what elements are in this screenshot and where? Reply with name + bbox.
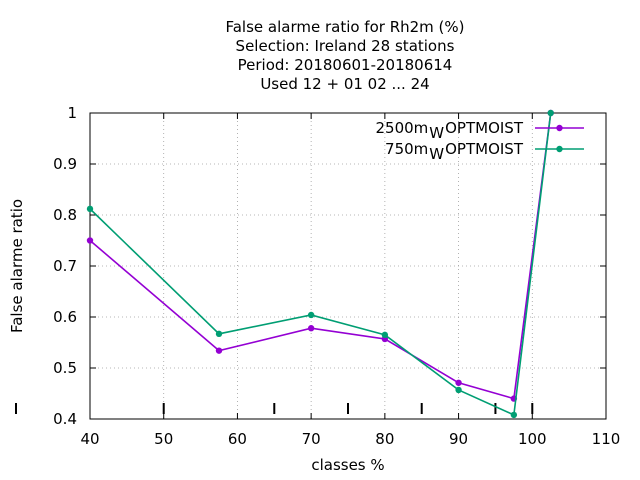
data-point-2500m bbox=[86, 237, 94, 244]
y-axis-label: False alarme ratio bbox=[8, 199, 26, 333]
x-tick-label: 70 bbox=[302, 430, 321, 448]
legend-marker-750m bbox=[556, 145, 563, 153]
series-line-750m bbox=[89, 112, 552, 417]
data-point-750m bbox=[547, 109, 554, 117]
data-point-750m bbox=[215, 330, 223, 338]
y-tick-label: 0.6 bbox=[53, 308, 77, 326]
data-point-2500m bbox=[307, 325, 315, 332]
y-tick-label: 0.7 bbox=[53, 257, 77, 275]
x-tick-label: 100 bbox=[518, 430, 547, 448]
x-tick-label: 50 bbox=[154, 430, 173, 448]
data-point-750m bbox=[510, 411, 518, 419]
x-tick-label: 60 bbox=[228, 430, 247, 448]
x-tick-label: 80 bbox=[375, 430, 394, 448]
chart-title: False alarme ratio for Rh2m (%)Selection… bbox=[225, 18, 464, 93]
y-tick-label: 0.5 bbox=[53, 359, 77, 377]
title-line-3: Period: 20180601-20180614 bbox=[238, 56, 453, 74]
x-tick-label: 110 bbox=[592, 430, 621, 448]
series-lines bbox=[86, 109, 554, 419]
title-line-2: Selection: Ireland 28 stations bbox=[236, 37, 455, 55]
data-point-2500m bbox=[215, 347, 223, 354]
grid bbox=[90, 113, 606, 419]
legend-marker-2500m bbox=[556, 124, 563, 132]
plot-frame bbox=[89, 112, 607, 420]
x-tick-label: 90 bbox=[449, 430, 468, 448]
x-tick-label: 40 bbox=[80, 430, 99, 448]
y-tick-label: 0.4 bbox=[53, 410, 77, 428]
y-tick-label: 1 bbox=[67, 104, 77, 122]
axis-ticks: 40 50 60 70 80 90 100 110 0.4 0.5 0.6 0.7 0.8 0.9 1 bbox=[53, 104, 620, 448]
legend-label-750m: 750mWOPTMOIST bbox=[385, 140, 524, 163]
class-marks bbox=[15, 403, 534, 414]
y-tick-label: 0.8 bbox=[53, 206, 77, 224]
title-line-4: Used 12 + 01 02 ... 24 bbox=[260, 75, 429, 93]
legend-label-2500m: 2500mWOPTMOIST bbox=[375, 119, 523, 142]
x-axis-label: classes % bbox=[311, 456, 384, 474]
data-point-750m bbox=[86, 205, 94, 213]
data-point-2500m bbox=[455, 379, 462, 386]
y-tick-label: 0.9 bbox=[53, 155, 77, 173]
title-line-1: False alarme ratio for Rh2m (%) bbox=[225, 18, 464, 36]
data-point-750m bbox=[455, 386, 462, 394]
data-point-750m bbox=[307, 311, 315, 319]
data-point-750m bbox=[381, 331, 389, 339]
